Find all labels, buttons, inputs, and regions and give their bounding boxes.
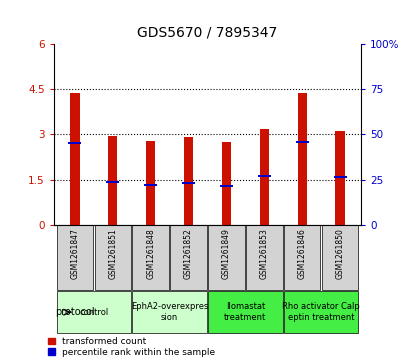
Text: control: control [79, 308, 108, 317]
Bar [334, 176, 347, 178]
Bar [258, 175, 271, 177]
Text: Ilomastat
treatment: Ilomastat treatment [224, 302, 266, 322]
Text: GSM1261851: GSM1261851 [108, 228, 117, 279]
Bar [222, 142, 231, 225]
Bar [284, 225, 320, 290]
Bar [56, 225, 93, 290]
Bar [70, 94, 80, 225]
Text: EphA2-overexpres
sion: EphA2-overexpres sion [131, 302, 208, 322]
Text: GSM1261849: GSM1261849 [222, 228, 231, 279]
Text: protocol: protocol [55, 307, 94, 317]
Bar [182, 182, 195, 184]
Bar [220, 185, 233, 187]
Bar [208, 225, 245, 290]
Bar [95, 225, 131, 290]
Legend: transformed count, percentile rank within the sample: transformed count, percentile rank withi… [46, 335, 217, 359]
Text: GSM1261850: GSM1261850 [336, 228, 345, 279]
Bar [132, 291, 207, 333]
Bar [335, 131, 345, 225]
Bar [284, 291, 359, 333]
Text: GSM1261847: GSM1261847 [70, 228, 79, 279]
Bar [146, 141, 155, 225]
Bar [260, 129, 269, 225]
Text: GSM1261846: GSM1261846 [298, 228, 307, 279]
Bar [208, 291, 283, 333]
Bar [246, 225, 283, 290]
Text: GSM1261853: GSM1261853 [260, 228, 269, 279]
Bar [298, 94, 307, 225]
Bar [170, 225, 207, 290]
Bar [108, 136, 117, 225]
Title: GDS5670 / 7895347: GDS5670 / 7895347 [137, 26, 278, 40]
Text: GSM1261852: GSM1261852 [184, 228, 193, 279]
Bar [68, 142, 81, 144]
Bar [132, 225, 169, 290]
Bar [106, 181, 120, 183]
Bar [56, 291, 131, 333]
Bar [184, 137, 193, 225]
Bar [144, 184, 157, 186]
Text: Rho activator Calp
eptin treatment: Rho activator Calp eptin treatment [282, 302, 360, 322]
Bar [322, 225, 359, 290]
Bar [295, 141, 309, 143]
Text: GSM1261848: GSM1261848 [146, 228, 155, 279]
